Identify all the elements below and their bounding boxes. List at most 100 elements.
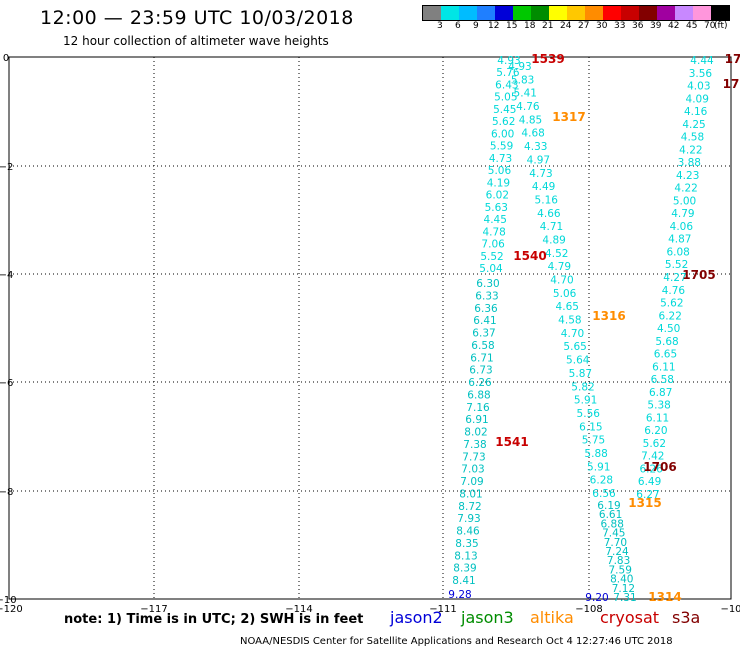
wave-height-value: 7.24 <box>605 546 629 558</box>
y-tick-label: −4 <box>0 270 13 281</box>
wave-height-value: 5.52 <box>665 259 688 271</box>
wave-height-value: 4.78 <box>482 226 505 238</box>
pass-number: 1706 <box>643 460 676 474</box>
wave-height-value: 4.73 <box>489 153 512 165</box>
color-swatch <box>459 6 477 20</box>
wave-height-value: 4.25 <box>682 119 705 131</box>
wave-height-value: 7.12 <box>612 583 635 595</box>
wave-height-value: 7.93 <box>457 513 480 525</box>
color-swatch <box>549 6 567 20</box>
wave-height-value: 5.62 <box>492 116 515 128</box>
wave-height-value: 5.06 <box>488 165 512 177</box>
wave-height-value: 4.52 <box>545 248 568 260</box>
wave-height-value: 9.20 <box>585 592 608 604</box>
wave-height-value: 7.38 <box>463 439 486 451</box>
wave-height-value: 7.73 <box>462 451 485 463</box>
color-swatch <box>621 6 639 20</box>
color-scale-label: 6 <box>455 21 461 31</box>
wave-height-value: 4.68 <box>521 128 544 140</box>
y-tick-label: −6 <box>0 378 13 389</box>
wave-height-value: 6.73 <box>469 365 492 377</box>
pass-number: 1315 <box>628 496 661 510</box>
color-scale-label: 3 <box>437 21 443 31</box>
wave-height-value: 6.61 <box>599 509 622 521</box>
wave-height-value: 4.58 <box>558 315 581 327</box>
wave-height-value: 4.06 <box>670 221 694 233</box>
wave-height-value: 5.59 <box>490 141 513 153</box>
page-title: 12:00 — 23:59 UTC 10/03/2018 <box>40 7 354 29</box>
pass-number: 17 <box>723 77 740 91</box>
wave-height-value: 5.45 <box>493 104 516 116</box>
wave-height-value: 6.15 <box>579 421 602 433</box>
color-swatch <box>675 6 693 20</box>
wave-height-value: 5.68 <box>655 336 678 348</box>
x-tick-label: −108 <box>575 604 602 615</box>
y-tick-label: −2 <box>0 162 13 173</box>
wave-height-value: 6.49 <box>638 476 661 488</box>
wave-height-value: 6.11 <box>652 361 675 373</box>
color-swatch <box>639 6 657 20</box>
wave-height-value: 4.58 <box>681 132 704 144</box>
color-swatch <box>513 6 531 20</box>
wave-height-value: 4.09 <box>686 93 709 105</box>
footer-credit: NOAA/NESDIS Center for Satellite Applica… <box>240 636 673 647</box>
color-scale-label: 30 <box>596 21 608 31</box>
wave-height-value: 4.50 <box>657 323 680 335</box>
color-scale-label: 18 <box>524 21 536 31</box>
wave-height-value: 5.63 <box>485 202 508 214</box>
wave-height-value: 5.16 <box>535 194 559 206</box>
x-tick-label: −117 <box>140 604 167 615</box>
wave-height-value: 4.93 <box>508 61 531 73</box>
color-scale-label: 42 <box>668 21 680 31</box>
pass-number: 1540 <box>513 249 546 263</box>
wave-height-value: 5.62 <box>660 298 683 310</box>
wave-height-value: 4.49 <box>532 181 555 193</box>
wave-height-value: 4.89 <box>542 234 565 246</box>
wave-height-value: 7.70 <box>604 537 627 549</box>
pass-number: 1705 <box>682 268 715 282</box>
color-swatch <box>423 6 441 20</box>
wave-height-value: 5.62 <box>643 438 666 450</box>
wave-height-value: 4.93 <box>497 55 520 67</box>
color-scale-label: 9 <box>473 21 479 31</box>
wave-height-value: 5.76 <box>496 67 520 79</box>
wave-height-value: 5.91 <box>587 461 610 473</box>
wave-height-value: 9.28 <box>448 589 471 601</box>
wave-height-value: 5.64 <box>566 355 590 367</box>
color-swatch <box>441 6 459 20</box>
wave-height-value: 6.58 <box>651 374 674 386</box>
wave-height-value: 6.71 <box>470 352 493 364</box>
color-swatch <box>657 6 675 20</box>
wave-height-value: 4.87 <box>668 234 691 246</box>
satellite-legend-item: jason2 <box>390 608 443 627</box>
color-swatch <box>693 6 711 20</box>
wave-height-value: 3.88 <box>678 157 701 169</box>
page-subtitle: 12 hour collection of altimeter wave hei… <box>63 34 329 48</box>
wave-height-value: 8.39 <box>453 563 476 575</box>
color-swatch <box>477 6 495 20</box>
wave-height-value: 5.41 <box>514 88 537 100</box>
color-swatch <box>495 6 513 20</box>
color-scale-label: 33 <box>614 21 626 31</box>
color-scale-label: 21 <box>542 21 554 31</box>
wave-height-value: 5.38 <box>647 400 670 412</box>
color-scale-label: 15 <box>506 21 518 31</box>
wave-height-value: 7.59 <box>609 564 632 576</box>
wave-height-value: 7.31 <box>613 592 636 604</box>
wave-height-value: 7.09 <box>460 476 483 488</box>
color-scale-label: 70 <box>704 21 716 31</box>
wave-height-value: 6.88 <box>601 518 624 530</box>
wave-height-value: 6.41 <box>473 315 496 327</box>
wave-height-value: 5.75 <box>582 435 605 447</box>
wave-height-value: 8.01 <box>459 488 482 500</box>
wave-height-value: 7.06 <box>481 239 505 251</box>
color-scale-label: 12 <box>488 21 500 31</box>
wave-height-value: 6.26 <box>468 377 492 389</box>
wave-height-value: 5.65 <box>563 341 586 353</box>
wave-height-value: 7.16 <box>466 402 490 414</box>
satellite-legend-item: altika <box>530 608 574 627</box>
wave-height-value: 8.02 <box>464 427 487 439</box>
pass-number: 1316 <box>592 309 625 323</box>
